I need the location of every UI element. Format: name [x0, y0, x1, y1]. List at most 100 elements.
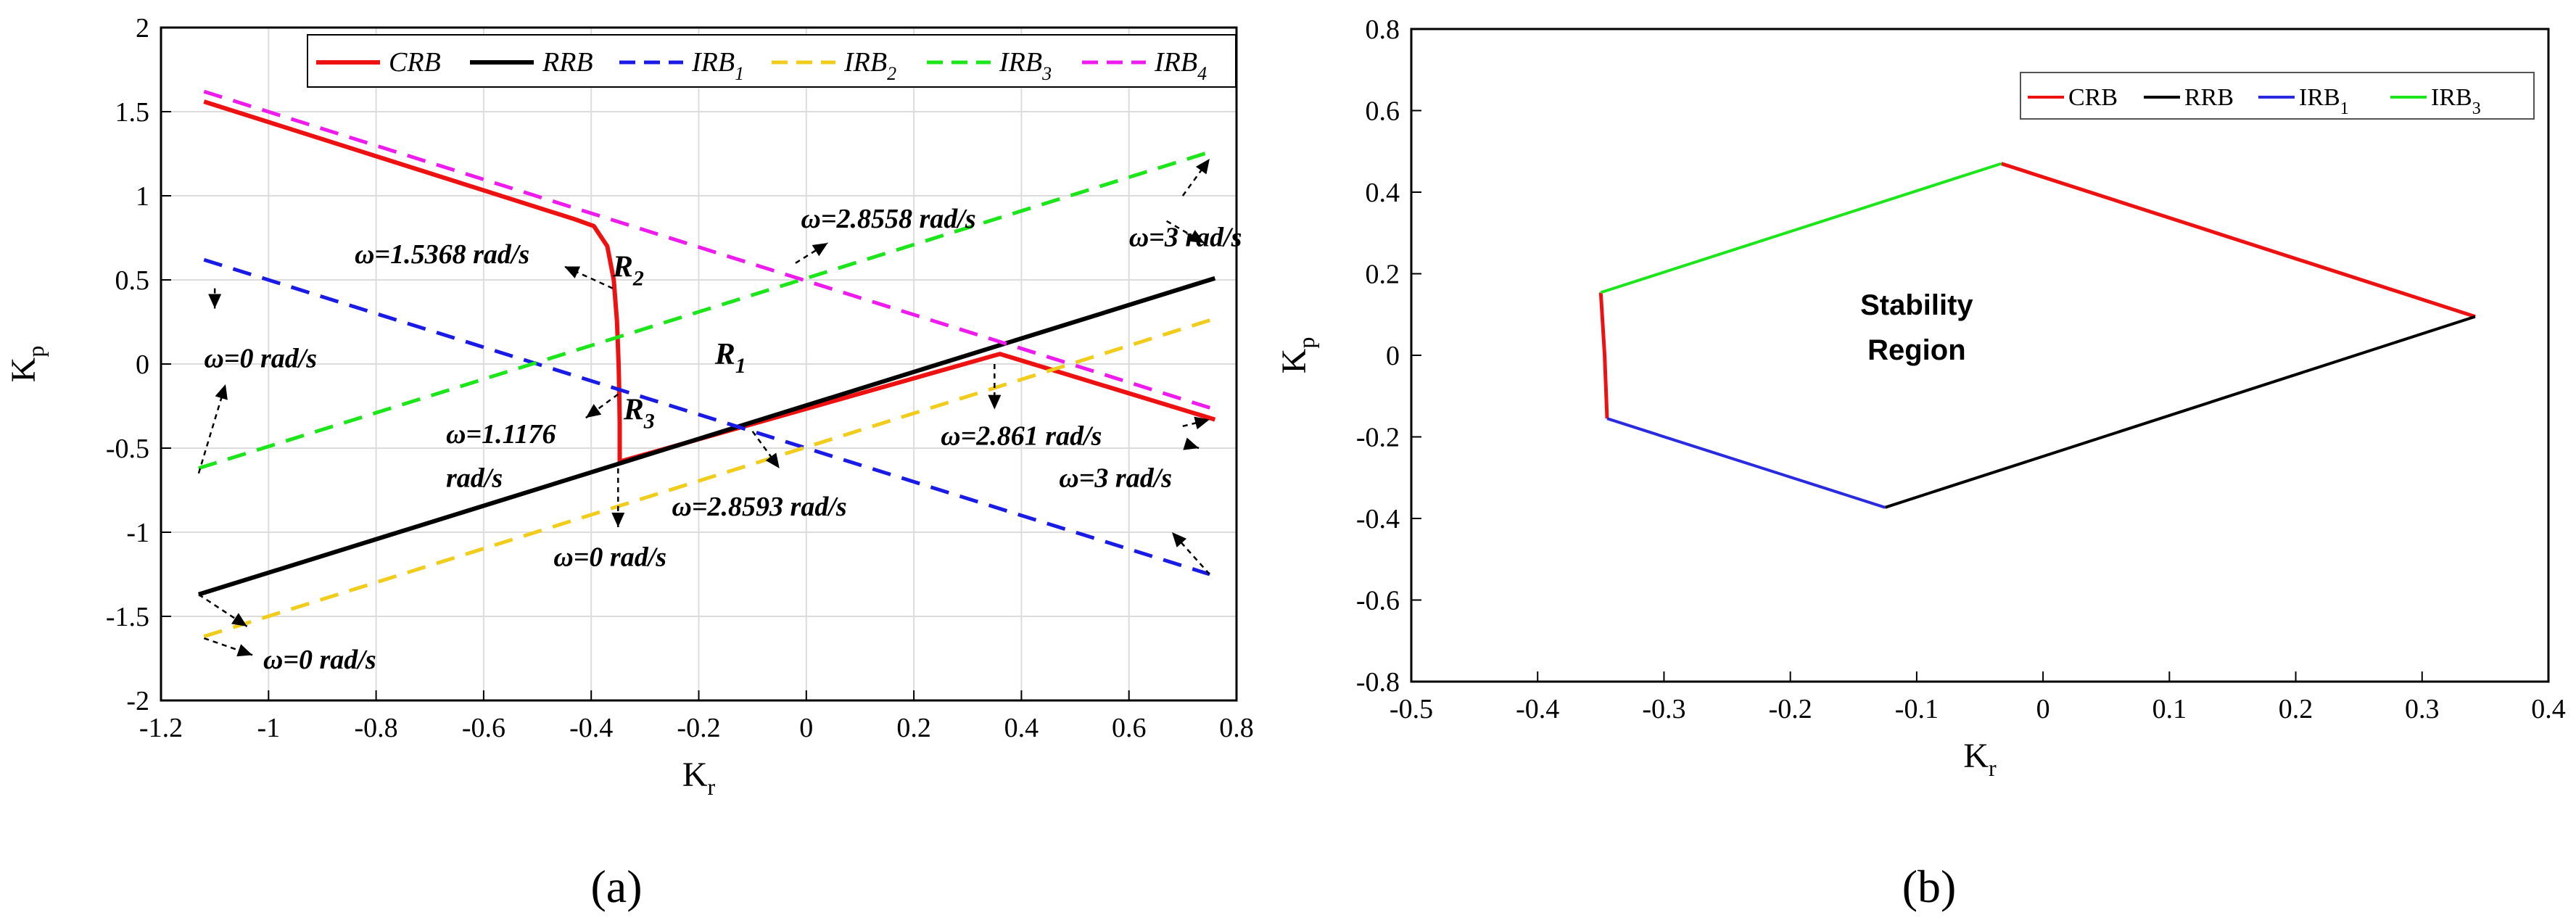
annotation-label: ω=1.5368 rad/s — [355, 239, 529, 270]
stability-region-label: Region — [1867, 334, 1966, 366]
y-tick-label: 0.6 — [1366, 96, 1400, 127]
legend-entry: RRB — [542, 47, 593, 78]
y-tick-label: 1 — [136, 181, 149, 212]
legend-entry: IRB1 — [2299, 84, 2349, 118]
series-crb — [203, 99, 1216, 464]
panel-a-legend: CRB RRB IRB1 IRB2 IRB3 IRB4 — [307, 34, 1237, 88]
x-tick-label: 0.2 — [2279, 694, 2313, 724]
x-tick-label: -0.6 — [462, 713, 505, 743]
region-label: R1 — [714, 338, 746, 378]
legend-entry: CRB — [2068, 84, 2118, 111]
panel-b: -0.5 -0.4 -0.3 -0.2 -0.1 0 0.1 0.2 0.3 0.4 -0.8 -0.… — [1275, 15, 2566, 912]
region-label: R3 — [623, 394, 655, 434]
annotation-label: ω=2.8558 rad/s — [801, 204, 975, 234]
stability-region-label: Stability — [1860, 289, 1973, 321]
x-tick-label: 0.4 — [2531, 694, 2566, 724]
panel-a-annotations: ω=1.5368 rad/s ω=2.8558 rad/s ω=3 rad/s ω=0… — [204, 204, 1242, 675]
panel-a: ω=1.5368 rad/s ω=2.8558 rad/s ω=3 rad/s ω=0… — [4, 13, 1254, 912]
y-tick-label: -2 — [126, 686, 149, 716]
annotation-arrow — [1181, 158, 1210, 197]
annotation-arrow — [988, 364, 1002, 410]
x-tick-label: 0.6 — [1112, 713, 1147, 743]
annotation-label: ω=1.1176 — [446, 419, 556, 450]
annotation-arrow — [611, 468, 625, 528]
panel-b-series — [1598, 162, 2476, 509]
x-tick-label: 0 — [2036, 694, 2050, 724]
panel-b-legend: CRB RRB IRB1 IRB3 — [2020, 72, 2535, 120]
panel-a-series — [198, 89, 1216, 639]
x-tick-label: -1 — [257, 713, 280, 743]
x-tick-label: 0.1 — [2152, 694, 2187, 724]
y-tick-label: 0.8 — [1366, 15, 1400, 45]
y-tick-label: 0.4 — [1366, 178, 1400, 208]
legend-entry: CRB — [389, 47, 441, 78]
panel-b-label: (b) — [1902, 861, 1957, 912]
annotation-arrow — [208, 288, 222, 309]
legend-entry: IRB2 — [843, 47, 896, 84]
series-irb4 — [203, 89, 1216, 411]
y-tick-label: -0.2 — [1356, 423, 1400, 453]
panel-a-xlabel: Kr — [682, 756, 716, 800]
y-tick-label: 0.2 — [1366, 260, 1400, 290]
x-tick-label: 0.4 — [1004, 713, 1039, 743]
x-tick-label: -1.2 — [139, 713, 183, 743]
x-tick-label: -0.2 — [1769, 694, 1812, 724]
annotation-arrow — [585, 393, 619, 419]
series-irb2 — [203, 317, 1216, 639]
y-tick-label: 1.5 — [115, 97, 150, 128]
annotation-label: ω=0 rad/s — [263, 645, 376, 675]
series-rrb — [198, 276, 1216, 597]
series-crb — [2000, 162, 2476, 318]
annotation-label: ω=3 rad/s — [1059, 463, 1172, 493]
annotation-arrow — [198, 593, 248, 627]
panel-a-ylabel: Kp — [4, 346, 49, 383]
series-irb1 — [1606, 417, 1886, 509]
panel-a-arrows — [197, 158, 1210, 657]
annotation-arrow — [564, 265, 614, 289]
annotation-label: ω=3 rad/s — [1129, 223, 1242, 253]
legend-entry: IRB1 — [691, 47, 744, 84]
series-irb1 — [203, 257, 1210, 576]
series-irb3 — [1600, 162, 2002, 294]
legend-entry: IRB3 — [2431, 84, 2481, 118]
y-tick-label: -0.6 — [1356, 586, 1400, 616]
legend-entry: IRB4 — [1154, 47, 1207, 84]
annotation-arrow — [1171, 532, 1210, 575]
annotation-label: ω=0 rad/s — [204, 344, 317, 374]
panel-a-label: (a) — [590, 861, 642, 912]
annotation-arrow — [197, 384, 228, 474]
panel-b-xlabel: Kr — [1963, 737, 1997, 781]
annotation-label: ω=2.8593 rad/s — [672, 492, 846, 522]
annotation-arrow — [1183, 437, 1200, 450]
panel-b-region-text: Stability Region — [1860, 289, 1973, 366]
x-tick-label: -0.2 — [677, 713, 720, 743]
annotation-label: rad/s — [446, 463, 503, 493]
panel-b-ylabel: Kp — [1275, 337, 1319, 374]
annotation-arrow — [795, 241, 829, 264]
y-tick-label: -0.4 — [1356, 504, 1400, 534]
x-tick-label: -0.4 — [569, 713, 613, 743]
series-crb — [1598, 292, 1609, 419]
y-tick-label: 0 — [1386, 341, 1400, 371]
y-tick-label: -1.5 — [106, 602, 149, 632]
x-tick-label: 0.2 — [896, 713, 931, 743]
y-tick-label: 2 — [136, 13, 149, 44]
annotation-label: ω=2.861 rad/s — [941, 421, 1102, 451]
series-irb3 — [198, 149, 1216, 471]
annotation-label: ω=0 rad/s — [553, 542, 666, 572]
annotation-arrow — [203, 637, 253, 657]
legend-entry: IRB3 — [999, 47, 1052, 84]
x-tick-label: 0.8 — [1219, 713, 1254, 743]
panel-a-ticks: -1.2 -1 -0.8 -0.6 -0.4 -0.2 0 0.2 0.4 0.6 0.8 -2 -1.… — [106, 13, 1254, 743]
y-tick-label: -0.5 — [106, 434, 149, 464]
y-tick-label: 0.5 — [115, 265, 150, 296]
panel-b-plot-frame — [1410, 28, 2550, 683]
y-tick-label: -0.8 — [1356, 667, 1400, 698]
annotation-arrow — [1165, 220, 1205, 244]
y-tick-label: 0 — [136, 350, 149, 380]
x-tick-label: -0.1 — [1895, 694, 1939, 724]
annotation-arrow — [1182, 416, 1210, 430]
annotation-arrow — [751, 431, 780, 469]
x-tick-label: -0.4 — [1516, 694, 1559, 724]
